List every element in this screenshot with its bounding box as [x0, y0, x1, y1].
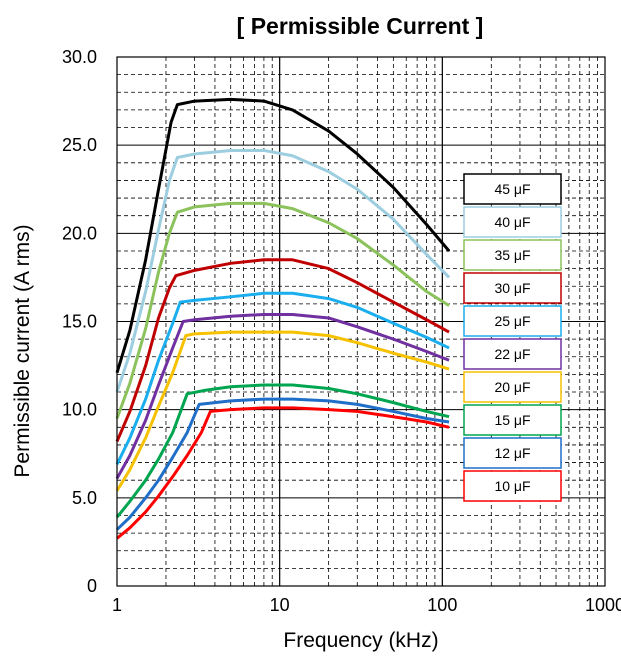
legend-label: 15 μF [494, 412, 530, 428]
legend: 45 μF 40 μF 35 μF 30 μF 25 μF 22 μF 20 μF 15 μF… [463, 173, 562, 502]
x-tick-label: 100 [427, 595, 457, 615]
legend-box [463, 305, 562, 337]
y-tick-label: 15.0 [62, 312, 97, 332]
legend-label: 20 μF [494, 379, 530, 395]
legend-box [463, 437, 562, 469]
y-tick-label: 0 [87, 576, 97, 596]
legend-box [463, 470, 562, 502]
x-tick-labels: 1 10 100 1000 [112, 595, 621, 615]
y-tick-label: 10.0 [62, 400, 97, 420]
series-line-15f [115, 383, 450, 519]
x-axis-label: Frequency (kHz) [283, 629, 438, 652]
plot-frame [116, 56, 606, 587]
y-tick-label: 30.0 [62, 47, 97, 67]
series-line-30f [115, 258, 450, 443]
y-tick-label: 20.0 [62, 223, 97, 243]
legend-label: 12 μF [494, 445, 530, 461]
legend-label: 22 μF [494, 346, 530, 362]
legend-label: 10 μF [494, 478, 530, 494]
legend-box [463, 371, 562, 403]
series-lines [115, 97, 451, 540]
y-tick-label: 5.0 [72, 488, 97, 508]
legend-box [463, 272, 562, 304]
legend-label: 45 μF [494, 181, 530, 197]
series-line-35f [115, 201, 450, 419]
y-tick-labels: 0 5.0 10.0 15.0 20.0 25.0 30.0 [62, 47, 97, 596]
y-tick-label: 25.0 [62, 135, 97, 155]
legend-box [463, 206, 562, 238]
legend-box [463, 173, 562, 205]
x-tick-label: 1000 [585, 595, 621, 615]
legend-box [463, 239, 562, 271]
series-line-22f [115, 312, 450, 480]
legend-label: 30 μF [494, 280, 530, 296]
series-line-10f [116, 406, 450, 540]
x-tick-label: 1 [112, 595, 122, 615]
series-line-20f [115, 330, 450, 492]
legend-label: 35 μF [494, 247, 530, 263]
chart-title: [ Permissible Current ] [237, 13, 484, 39]
y-axis-label: Permissible current (A rms) [11, 224, 34, 477]
legend-label: 25 μF [494, 313, 530, 329]
series-line-12f [115, 397, 450, 531]
series-line-40f [115, 148, 451, 393]
legend-label: 40 μF [494, 214, 530, 230]
legend-box [463, 338, 562, 370]
series-line-45f [115, 97, 451, 374]
series-line-25f [115, 291, 450, 465]
x-tick-label: 10 [270, 595, 290, 615]
legend-box [463, 404, 562, 436]
